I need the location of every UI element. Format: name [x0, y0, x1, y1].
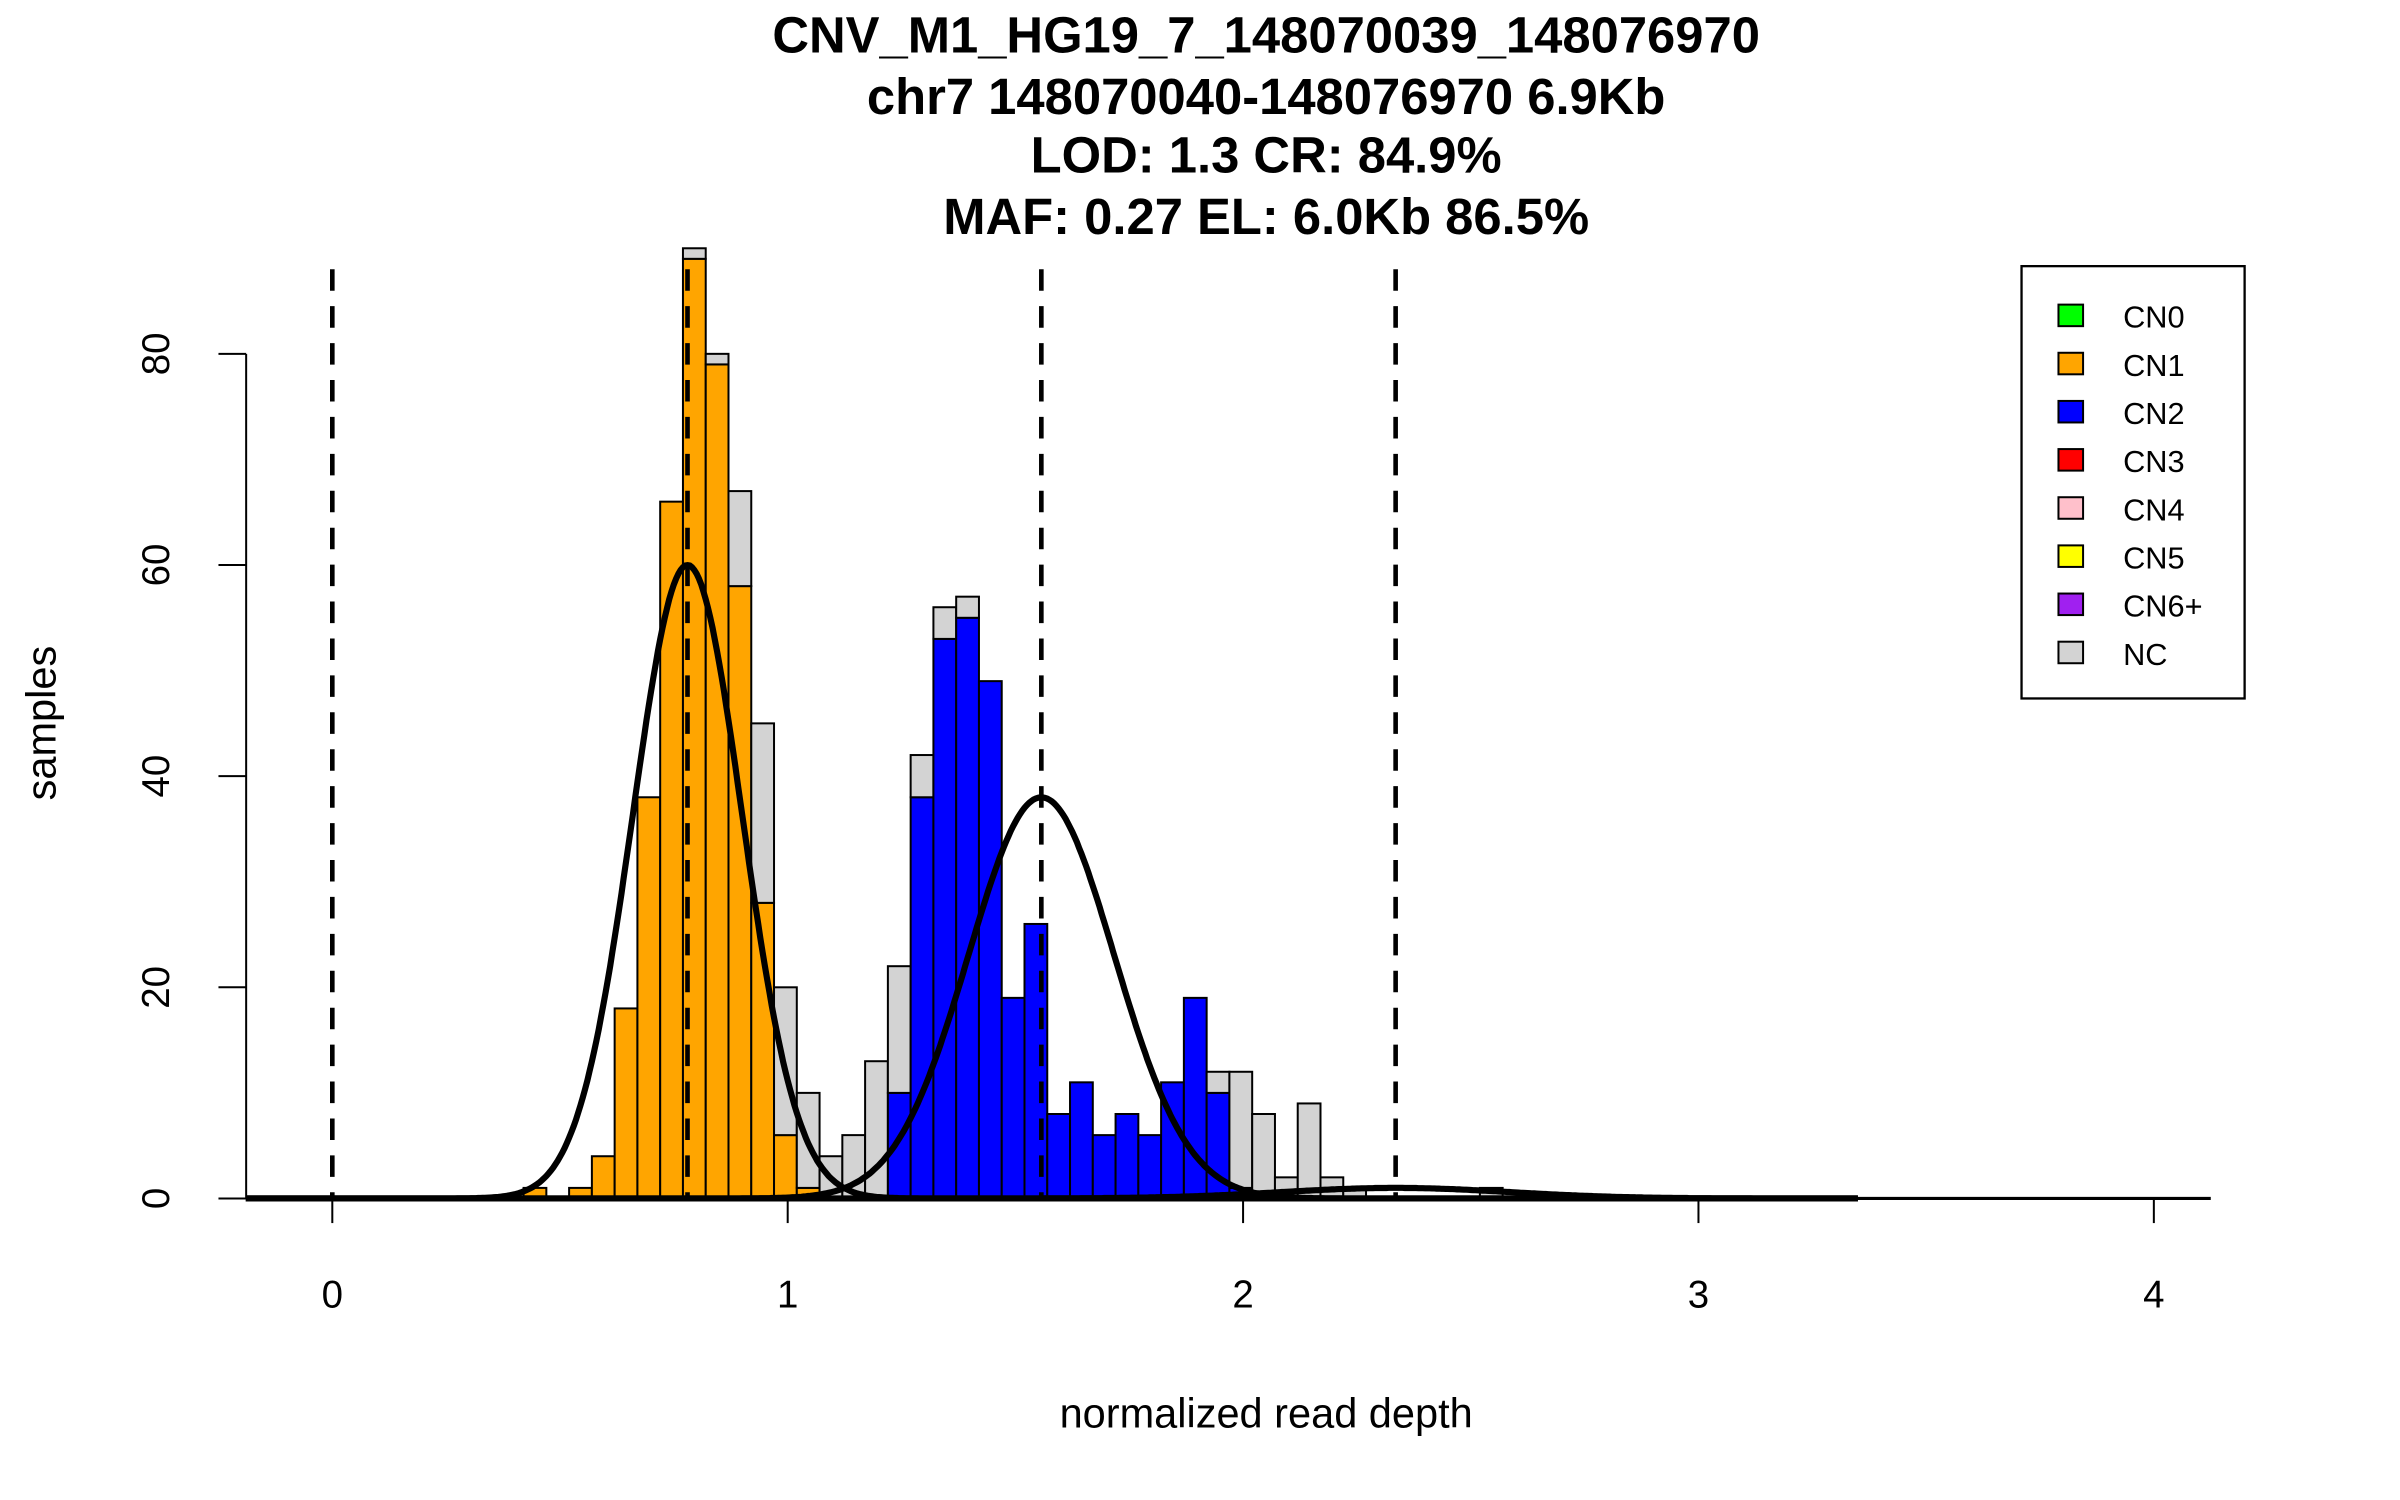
legend-swatch-cn6plus — [2057, 592, 2085, 617]
y-tick-label: 20 — [135, 966, 178, 1009]
bar-cn2 — [977, 680, 1003, 1200]
y-axis-label: samples — [17, 646, 64, 801]
title-line-4: MAF: 0.27 EL: 6.0Kb 86.5% — [943, 188, 1589, 245]
bar-cn2 — [1023, 922, 1049, 1200]
title-line-1: CNV_M1_HG19_7_148070039_148076970 — [772, 6, 1760, 63]
bar-nc — [704, 352, 730, 366]
bar-cn2 — [1091, 1134, 1117, 1200]
legend-swatch-cn4 — [2057, 496, 2085, 520]
legend-label: CN6+ — [2123, 589, 2202, 624]
bar-cn1 — [704, 363, 730, 1200]
y-tick-label: 40 — [135, 755, 178, 798]
x-tick-label: 4 — [2143, 1274, 2164, 1317]
bar-nc — [681, 247, 707, 260]
bar-cn2 — [1069, 1081, 1094, 1200]
legend-swatch-cn1 — [2057, 351, 2085, 376]
legend-label: CN4 — [2123, 492, 2185, 527]
bar-cn1 — [636, 796, 662, 1200]
legend-label: CN2 — [2123, 396, 2185, 431]
x-tick-label: 1 — [777, 1274, 798, 1317]
legend-box — [2020, 265, 2246, 700]
legend-label: CN1 — [2123, 348, 2185, 383]
bar-nc — [932, 606, 958, 640]
x-tick-label: 0 — [322, 1274, 343, 1317]
legend-swatch-cn5 — [2057, 544, 2085, 568]
fitted-curves — [245, 561, 1858, 1202]
legend-swatch-cn3 — [2057, 448, 2085, 472]
legend-swatch-cn2 — [2057, 399, 2085, 424]
bar-nc — [1296, 1102, 1322, 1200]
legend-label: CN5 — [2123, 540, 2185, 575]
chart-title: CNV_M1_HG19_7_148070039_148076970 chr7 1… — [772, 6, 1760, 245]
bar-cn2 — [932, 637, 958, 1200]
bar-nc — [955, 595, 980, 619]
y-tick-label: 80 — [135, 332, 178, 375]
y-tick-label: 0 — [135, 1188, 178, 1209]
legend-label: CN0 — [2123, 300, 2185, 335]
bar-cn1 — [659, 500, 684, 1200]
histogram-bars — [522, 247, 1504, 1200]
title-line-2: chr7 148070040-148076970 6.9Kb — [867, 68, 1666, 125]
x-axis-label: normalized read depth — [1060, 1390, 1473, 1437]
bar-nc — [886, 965, 912, 1094]
bar-cn1 — [727, 585, 753, 1200]
bar-cn2 — [955, 616, 980, 1200]
dashed-lines — [330, 269, 1398, 1199]
legend-swatch-cn0 — [2057, 303, 2085, 328]
legend: CN0 CN1 CN2 CN3 CN4 CN5 CN6+ NC — [2020, 265, 2246, 700]
bar-nc — [750, 722, 776, 904]
bar-cn1 — [773, 1134, 798, 1200]
bar-nc — [1205, 1070, 1231, 1094]
legend-label: CN3 — [2123, 444, 2185, 479]
bar-cn1 — [613, 1007, 639, 1200]
legend-swatch-nc — [2057, 640, 2085, 665]
x-tick-label: 3 — [1688, 1274, 1709, 1317]
bar-cn2 — [1000, 996, 1026, 1200]
bar-cn2 — [1046, 1112, 1072, 1200]
bar-cn2 — [909, 796, 935, 1200]
bar-nc — [1228, 1070, 1254, 1189]
bar-nc — [727, 490, 753, 588]
bar-cn2 — [1137, 1134, 1163, 1200]
x-tick-label: 2 — [1232, 1274, 1253, 1317]
bar-nc — [909, 754, 935, 799]
fitted-curve — [245, 561, 1858, 1202]
bar-cn2 — [1114, 1112, 1140, 1200]
y-tick-label: 60 — [135, 544, 178, 587]
legend-label: NC — [2123, 637, 2167, 672]
title-line-3: LOD: 1.3 CR: 84.9% — [1031, 126, 1502, 183]
bar-cn1 — [590, 1155, 616, 1200]
bar-nc — [1251, 1112, 1276, 1200]
